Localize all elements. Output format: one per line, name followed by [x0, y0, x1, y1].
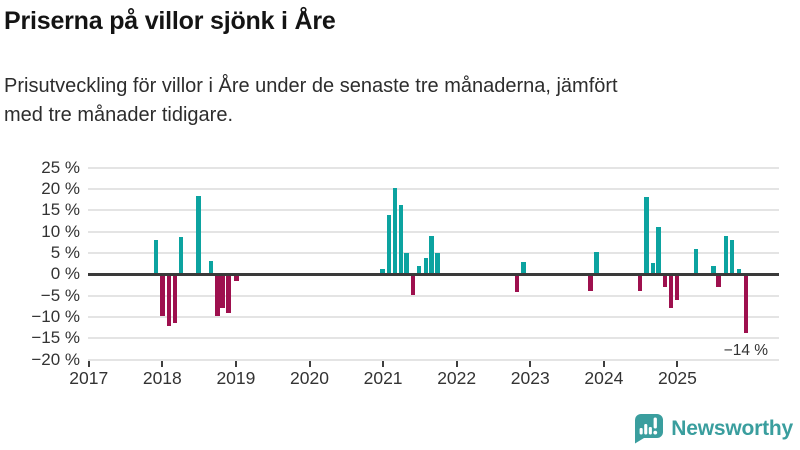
bar: [729, 239, 735, 275]
newsworthy-logo[interactable]: Newsworthy: [633, 413, 793, 444]
bar: [674, 274, 679, 301]
x-tick-label: 2025: [657, 367, 697, 388]
bar: [743, 274, 749, 334]
bar: [208, 260, 214, 275]
bar: [594, 252, 599, 275]
x-axis-tick: [455, 360, 458, 367]
bar: [693, 248, 699, 275]
bar: [153, 240, 158, 275]
newsworthy-wordmark: Newsworthy: [671, 416, 793, 440]
gridline: [88, 337, 779, 340]
bar: [423, 258, 428, 275]
x-axis-tick: [87, 360, 90, 367]
bar: [178, 237, 183, 275]
bar: [637, 274, 643, 292]
bar: [215, 274, 220, 316]
bar: [160, 274, 165, 316]
x-axis-tick: [676, 360, 679, 367]
bar: [380, 269, 385, 275]
x-tick-label: 2022: [437, 367, 477, 388]
x-axis-tick: [308, 360, 311, 367]
bar: [588, 274, 593, 292]
x-tick-label: 2017: [69, 367, 109, 388]
bar: [398, 205, 403, 275]
x-tick-label: 2023: [510, 367, 550, 388]
x-axis-tick: [602, 360, 605, 367]
bar: [711, 265, 716, 275]
y-tick-label: −20 %: [31, 349, 80, 369]
chart-title: Priserna på villor sjönk i Åre: [4, 7, 336, 35]
bar: [429, 235, 434, 275]
x-tick-label: 2024: [584, 367, 624, 388]
bar: [386, 215, 392, 275]
bar: [656, 226, 661, 275]
bar: [404, 252, 409, 275]
zero-axis-line: [88, 272, 779, 276]
bar: [662, 274, 668, 287]
chart-subtitle-line-1: Prisutveckling för villor i Åre under de…: [4, 75, 618, 97]
gridline: [88, 209, 779, 212]
bar: [521, 261, 526, 275]
x-axis-tick: [161, 360, 164, 367]
bar: [411, 274, 416, 295]
bar: [416, 265, 422, 275]
bar-value-annotation: −14 %: [723, 342, 769, 360]
bar: [514, 274, 520, 292]
y-tick-label: 20 %: [41, 178, 80, 198]
bar: [737, 269, 742, 275]
gridline: [88, 315, 779, 318]
newsworthy-speech-bubble-chart-icon: [635, 414, 664, 444]
gridline: [88, 166, 779, 169]
bar: [196, 196, 201, 275]
gridline: [88, 358, 779, 361]
gridline: [88, 187, 779, 190]
bar: [644, 196, 649, 275]
chart-subtitle-line-2: med tre månader tidigare.: [4, 104, 234, 126]
x-tick-label: 2020: [290, 367, 329, 388]
x-tick-label: 2021: [363, 367, 403, 388]
bar: [172, 274, 178, 324]
bar: [668, 274, 673, 308]
gridline: [88, 294, 779, 297]
y-tick-label: 0 %: [50, 264, 80, 284]
bar: [392, 188, 398, 275]
y-tick-label: 5 %: [50, 242, 80, 262]
x-tick-label: 2019: [216, 367, 256, 388]
bar: [234, 274, 239, 281]
x-tick-label: 2018: [142, 367, 182, 388]
gridline: [88, 230, 779, 233]
chart-subtitle: Prisutveckling för villor i Åre under de…: [4, 72, 618, 130]
x-axis-tick: [234, 360, 237, 367]
bar: [226, 274, 231, 313]
x-axis-tick: [382, 360, 385, 367]
y-tick-label: 15 %: [41, 200, 80, 220]
y-tick-label: 10 %: [41, 221, 80, 241]
bar: [723, 236, 729, 275]
y-tick-label: 25 %: [41, 157, 80, 177]
y-tick-label: −5 %: [40, 285, 80, 305]
bar: [716, 274, 721, 287]
bar: [435, 252, 440, 275]
bar: [220, 274, 225, 309]
bar: [650, 262, 656, 275]
y-tick-label: −15 %: [31, 328, 80, 348]
y-tick-label: −10 %: [31, 306, 80, 326]
bar: [166, 274, 172, 326]
x-axis-tick: [529, 360, 532, 367]
